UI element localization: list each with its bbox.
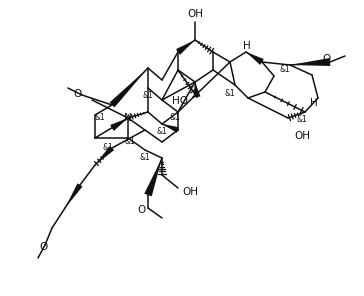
Polygon shape bbox=[110, 118, 128, 131]
Polygon shape bbox=[290, 58, 330, 66]
Text: OH: OH bbox=[182, 187, 198, 197]
Text: O: O bbox=[322, 54, 330, 64]
Text: &1: &1 bbox=[140, 154, 150, 163]
Text: &1: &1 bbox=[280, 65, 290, 75]
Text: OH: OH bbox=[187, 9, 203, 19]
Text: &1: &1 bbox=[95, 113, 105, 123]
Text: &1: &1 bbox=[297, 115, 307, 125]
Text: O: O bbox=[138, 205, 146, 215]
Text: O: O bbox=[39, 242, 47, 252]
Polygon shape bbox=[110, 68, 148, 107]
Text: OH: OH bbox=[294, 131, 310, 141]
Polygon shape bbox=[144, 158, 162, 197]
Text: O: O bbox=[74, 89, 82, 99]
Text: &1: &1 bbox=[103, 144, 113, 152]
Text: HO: HO bbox=[172, 96, 188, 106]
Text: &1: &1 bbox=[143, 91, 153, 99]
Polygon shape bbox=[176, 40, 195, 55]
Polygon shape bbox=[162, 124, 179, 133]
Polygon shape bbox=[194, 82, 201, 97]
Polygon shape bbox=[65, 183, 83, 208]
Polygon shape bbox=[246, 52, 264, 65]
Text: H: H bbox=[243, 41, 251, 51]
Text: N: N bbox=[124, 113, 132, 123]
Text: &1: &1 bbox=[157, 128, 167, 136]
Text: &1: &1 bbox=[124, 138, 135, 147]
Text: &1: &1 bbox=[225, 89, 236, 99]
Text: H: H bbox=[310, 98, 318, 108]
Text: &1: &1 bbox=[170, 113, 181, 123]
Polygon shape bbox=[95, 146, 114, 165]
